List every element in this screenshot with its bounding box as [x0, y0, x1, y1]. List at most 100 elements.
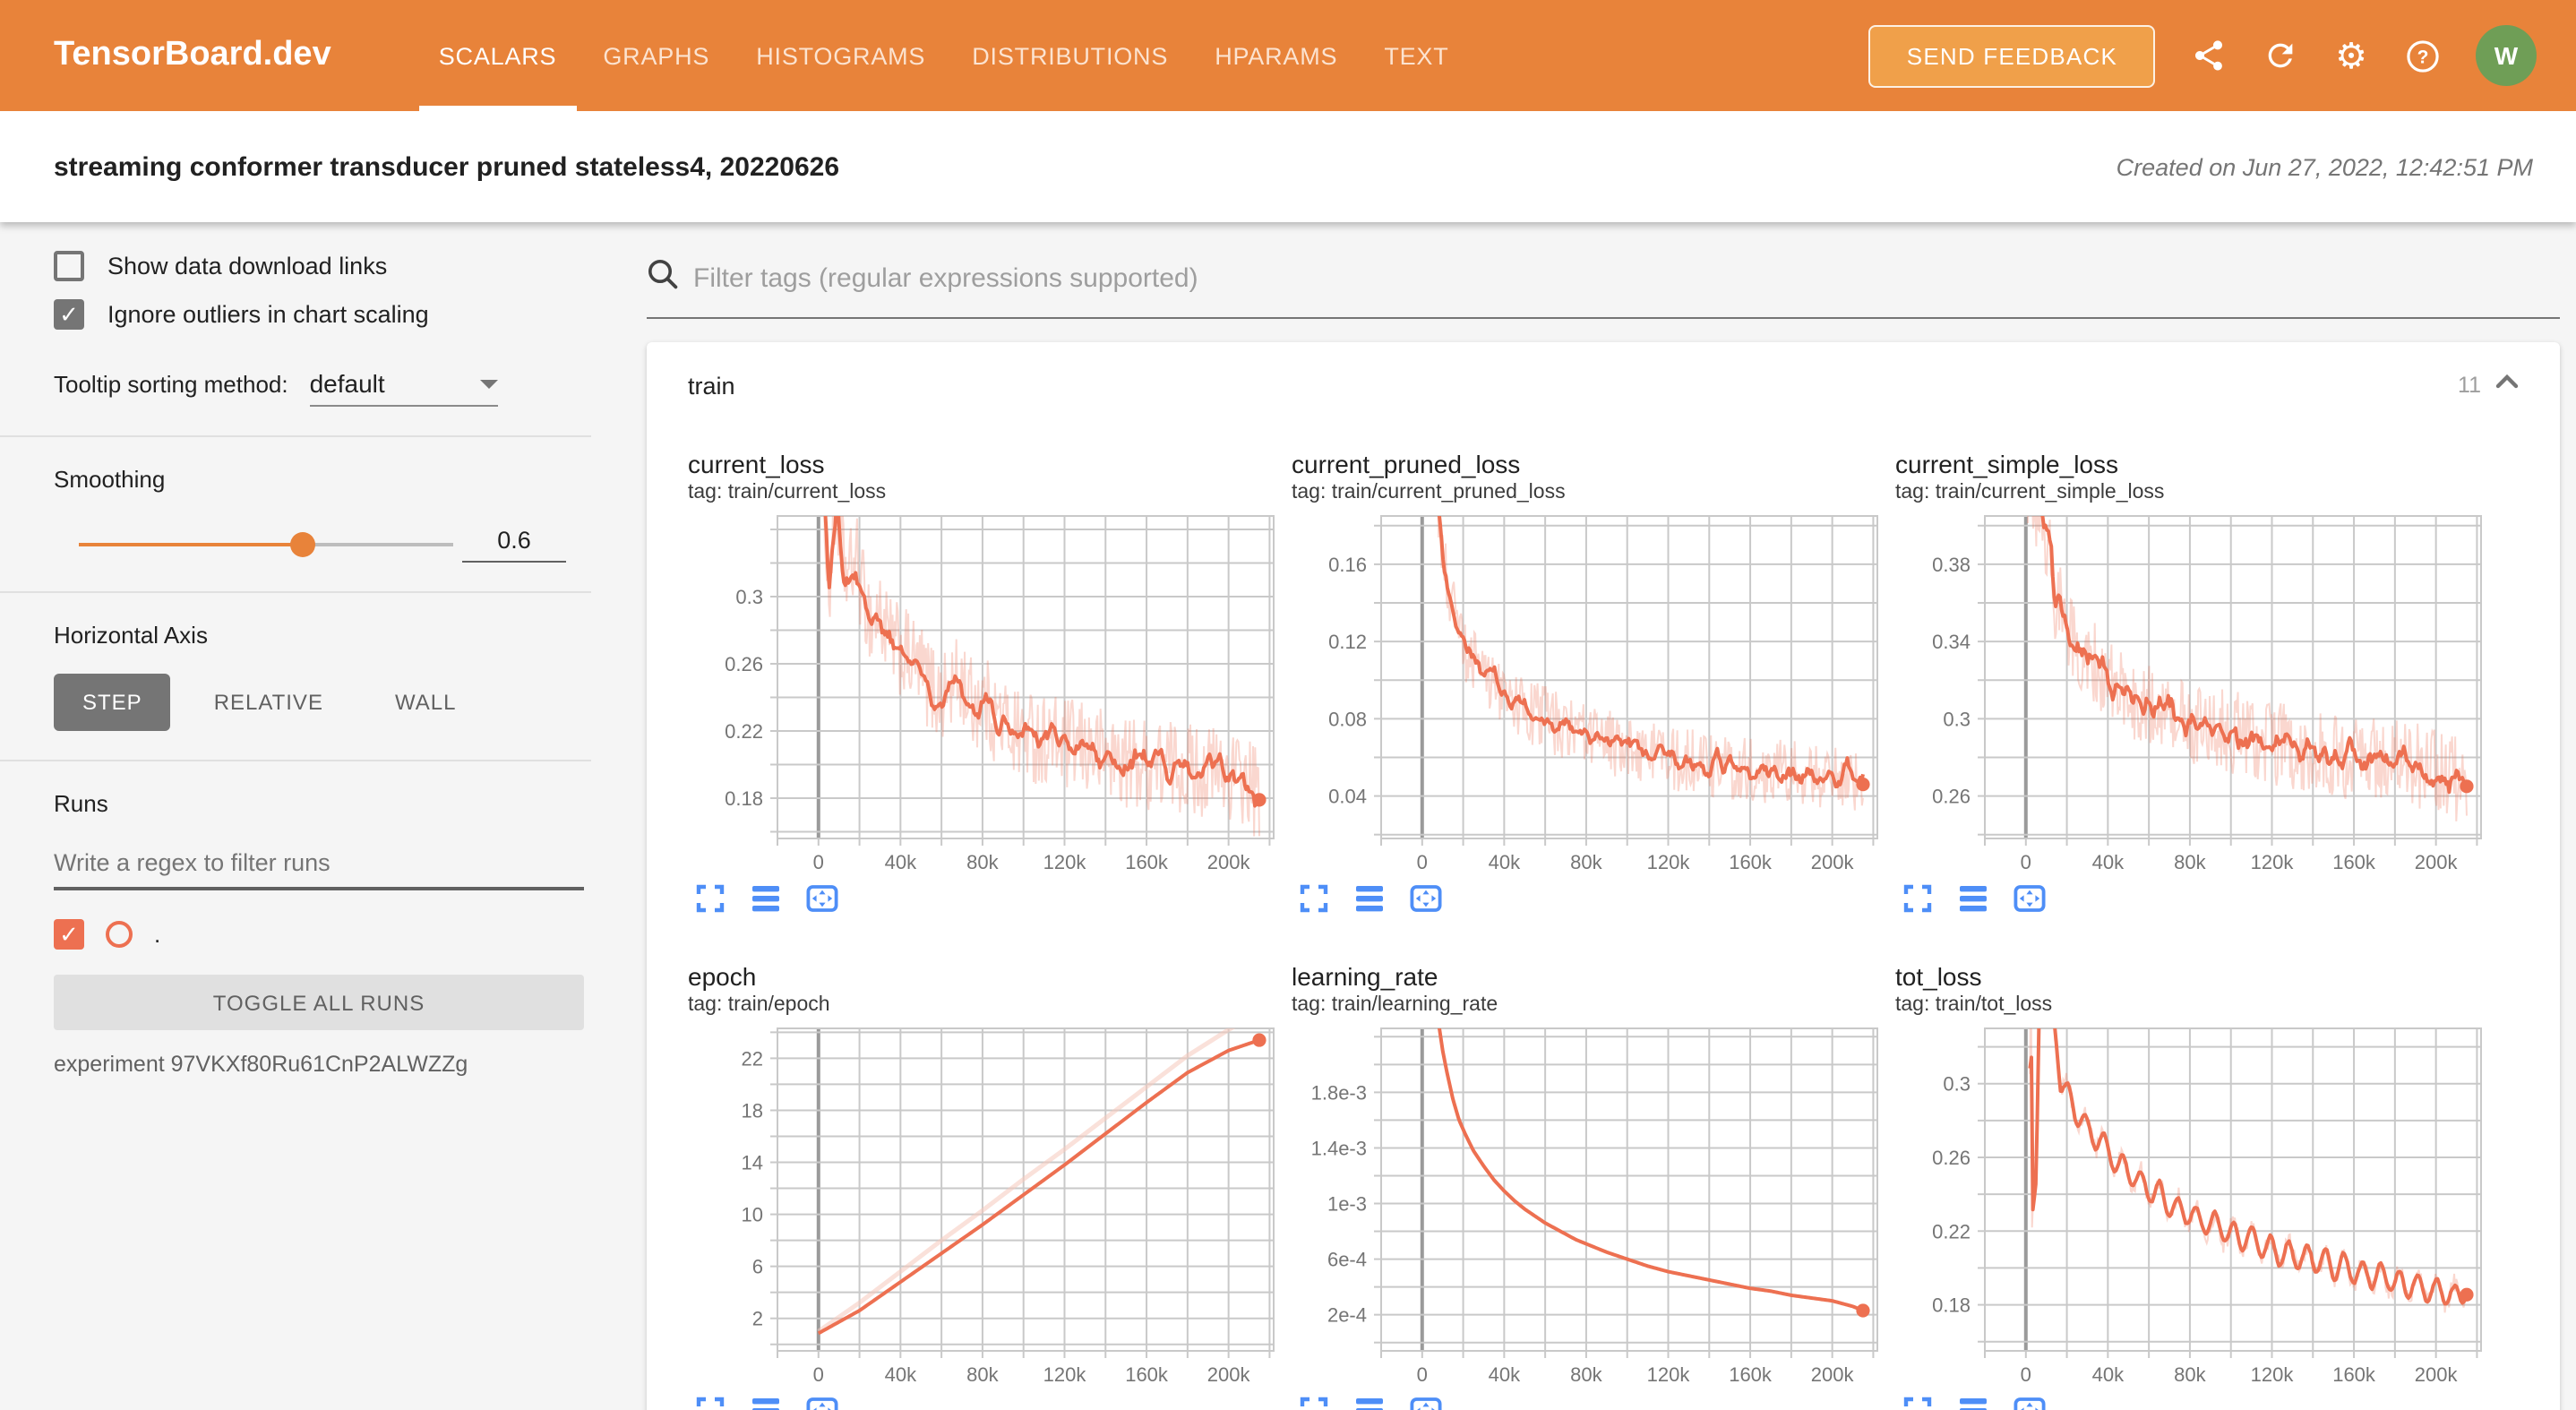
svg-text:200k: 200k: [1811, 851, 1855, 873]
run-checkbox[interactable]: ✓: [54, 919, 84, 950]
runs-list-icon[interactable]: [751, 883, 781, 914]
svg-text:0.26: 0.26: [725, 653, 763, 675]
nav-tabs: SCALARS GRAPHS HISTOGRAMS DISTRIBUTIONS …: [416, 0, 1473, 111]
expand-icon[interactable]: [695, 883, 726, 914]
svg-text:1.4e-3: 1.4e-3: [1311, 1137, 1367, 1159]
app-logo: TensorBoard.dev: [54, 36, 331, 73]
share-icon[interactable]: [2189, 37, 2227, 74]
svg-text:0.12: 0.12: [1328, 631, 1367, 653]
chart-toolbar: [695, 1396, 1292, 1410]
runs-list-icon[interactable]: [1354, 1396, 1385, 1410]
svg-text:200k: 200k: [1207, 1363, 1251, 1386]
chart-title: current_simple_loss: [1895, 450, 2118, 478]
settings-icon[interactable]: ⚙: [2335, 37, 2367, 76]
fit-domain-icon[interactable]: [1410, 883, 1442, 914]
svg-text:2: 2: [752, 1308, 763, 1330]
svg-text:?: ?: [2417, 46, 2429, 66]
fit-domain-icon[interactable]: [2014, 1396, 2046, 1410]
chart-tag: tag: train/learning_rate: [1292, 994, 1498, 1016]
svg-text:0.18: 0.18: [725, 787, 763, 810]
svg-text:0: 0: [813, 1363, 824, 1386]
chart-toolbar: [1299, 1396, 1895, 1410]
chart-tile: current_loss tag: train/current_loss 0 40…: [688, 448, 1292, 916]
chart-plot[interactable]: 0 40k 80k 120k 160k 200k 0.04 0.08 0.12 0.16: [1292, 511, 1890, 876]
chart-title: tot_loss: [1895, 962, 1982, 991]
train-group-header[interactable]: train 11: [647, 342, 2560, 423]
svg-text:0: 0: [2021, 1363, 2031, 1386]
smoothing-slider[interactable]: [79, 531, 453, 556]
svg-text:200k: 200k: [1811, 1363, 1855, 1386]
help-icon[interactable]: ?: [2404, 37, 2442, 74]
runs-filter-input[interactable]: [54, 842, 584, 890]
expand-icon[interactable]: [1299, 883, 1329, 914]
ignore-outliers-checkbox[interactable]: ✓: [54, 299, 84, 330]
svg-text:120k: 120k: [1647, 1363, 1691, 1386]
chart-title: epoch: [688, 962, 757, 991]
svg-text:160k: 160k: [2332, 1363, 2376, 1386]
tab-histograms[interactable]: HISTOGRAMS: [756, 42, 926, 69]
group-count: 11: [2458, 373, 2481, 398]
slider-thumb[interactable]: [290, 531, 316, 556]
tab-distributions[interactable]: DISTRIBUTIONS: [972, 42, 1169, 69]
chevron-up-icon[interactable]: [2494, 369, 2520, 401]
fit-domain-icon[interactable]: [806, 1396, 838, 1410]
fit-domain-icon[interactable]: [1410, 1396, 1442, 1410]
chart-plot[interactable]: 0 40k 80k 120k 160k 200k 0.18 0.22 0.26 0.3: [1895, 1023, 2494, 1389]
expand-icon[interactable]: [1902, 1396, 1933, 1410]
svg-text:120k: 120k: [2251, 1363, 2295, 1386]
tab-scalars[interactable]: SCALARS: [416, 0, 580, 111]
svg-text:80k: 80k: [2174, 851, 2206, 873]
chart-tag: tag: train/epoch: [688, 994, 830, 1016]
axis-relative-button[interactable]: RELATIVE: [213, 690, 323, 715]
svg-text:1e-3: 1e-3: [1327, 1193, 1367, 1216]
axis-wall-button[interactable]: WALL: [394, 690, 457, 715]
ignore-outliers-label: Ignore outliers in chart scaling: [107, 301, 429, 328]
refresh-icon[interactable]: [2261, 37, 2298, 74]
runs-list-icon[interactable]: [1958, 1396, 1988, 1410]
chart-title: current_loss: [688, 450, 825, 478]
svg-text:0.08: 0.08: [1328, 708, 1367, 730]
runs-list-icon[interactable]: [1958, 883, 1988, 914]
axis-step-button[interactable]: STEP: [54, 674, 171, 731]
avatar[interactable]: W: [2476, 25, 2537, 86]
tab-text[interactable]: TEXT: [1384, 42, 1449, 69]
app-header: TensorBoard.dev SCALARS GRAPHS HISTOGRAM…: [0, 0, 2576, 111]
divider: [0, 435, 591, 437]
divider: [0, 760, 591, 761]
chart-plot[interactable]: 0 40k 80k 120k 160k 200k 0.18 0.22 0.26 0.3: [688, 511, 1286, 876]
fit-domain-icon[interactable]: [806, 883, 838, 914]
tab-hparams[interactable]: HPARAMS: [1215, 42, 1338, 69]
chart-plot[interactable]: 0 40k 80k 120k 160k 200k 2e-4 6e-4 1e-3 1.4e-3 1.8…: [1292, 1023, 1890, 1389]
svg-text:40k: 40k: [2092, 851, 2125, 873]
expand-icon[interactable]: [1902, 883, 1933, 914]
experiment-title: streaming conformer transducer pruned st…: [54, 151, 840, 182]
tooltip-sorting-select[interactable]: default: [309, 369, 498, 407]
svg-text:40k: 40k: [2092, 1363, 2125, 1386]
tab-graphs[interactable]: GRAPHS: [603, 42, 710, 69]
svg-text:40k: 40k: [885, 1363, 917, 1386]
svg-text:120k: 120k: [1043, 1363, 1087, 1386]
search-icon: [647, 258, 679, 299]
smoothing-value-input[interactable]: [462, 525, 566, 563]
svg-text:0.16: 0.16: [1328, 554, 1367, 576]
expand-icon[interactable]: [695, 1396, 726, 1410]
chart-plot[interactable]: 0 40k 80k 120k 160k 200k 2 6 10 14 18 22: [688, 1023, 1286, 1389]
svg-text:0: 0: [1417, 1363, 1428, 1386]
svg-text:2e-4: 2e-4: [1327, 1304, 1367, 1327]
chart-tile: current_pruned_loss tag: train/current_p…: [1292, 448, 1895, 916]
run-row: ✓ .: [54, 919, 591, 950]
expand-icon[interactable]: [1299, 1396, 1329, 1410]
svg-text:0.26: 0.26: [1932, 1147, 1971, 1169]
runs-list-icon[interactable]: [1354, 883, 1385, 914]
toggle-all-runs-button[interactable]: TOGGLE ALL RUNS: [54, 975, 584, 1030]
chart-tag: tag: train/current_pruned_loss: [1292, 482, 1566, 503]
svg-text:120k: 120k: [1647, 851, 1691, 873]
svg-text:0.04: 0.04: [1328, 786, 1367, 808]
fit-domain-icon[interactable]: [2014, 883, 2046, 914]
horizontal-axis-toggle: STEP RELATIVE WALL: [54, 674, 591, 731]
send-feedback-button[interactable]: SEND FEEDBACK: [1868, 24, 2155, 87]
show-download-links-checkbox[interactable]: [54, 251, 84, 281]
chart-plot[interactable]: 0 40k 80k 120k 160k 200k 0.26 0.3 0.34 0.38: [1895, 511, 2494, 876]
runs-list-icon[interactable]: [751, 1396, 781, 1410]
filter-tags-input[interactable]: [690, 262, 2560, 296]
